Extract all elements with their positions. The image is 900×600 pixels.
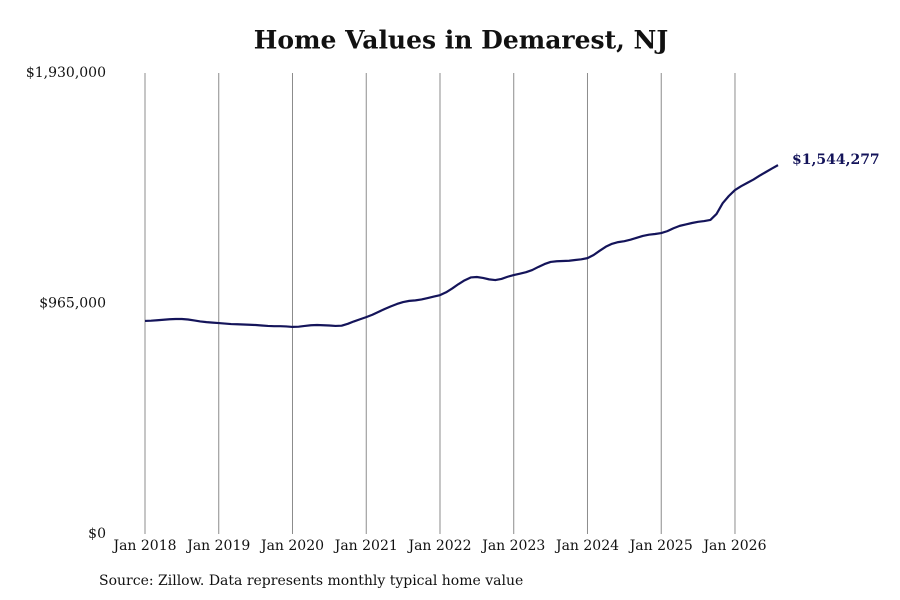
x-tick-label: Jan 2018 — [111, 538, 176, 554]
source-note: Source: Zillow. Data represents monthly … — [99, 573, 523, 589]
x-tick-label: Jan 2024 — [554, 538, 619, 554]
x-tick-label: Jan 2026 — [701, 538, 766, 554]
x-tick-label: Jan 2019 — [185, 538, 250, 554]
y-tick-label: $1,930,000 — [26, 65, 106, 81]
x-tick-label: Jan 2025 — [628, 538, 693, 554]
y-tick-label: $965,000 — [39, 296, 106, 312]
y-tick-label: $0 — [88, 526, 106, 542]
x-tick-label: Jan 2022 — [406, 538, 471, 554]
x-tick-label: Jan 2021 — [333, 538, 398, 554]
x-tick-label: Jan 2020 — [259, 538, 324, 554]
chart-title: Home Values in Demarest, NJ — [254, 26, 668, 55]
x-tick-label: Jan 2023 — [480, 538, 545, 554]
value-label: $1,544,277 — [792, 152, 880, 168]
series-line — [144, 164, 779, 329]
